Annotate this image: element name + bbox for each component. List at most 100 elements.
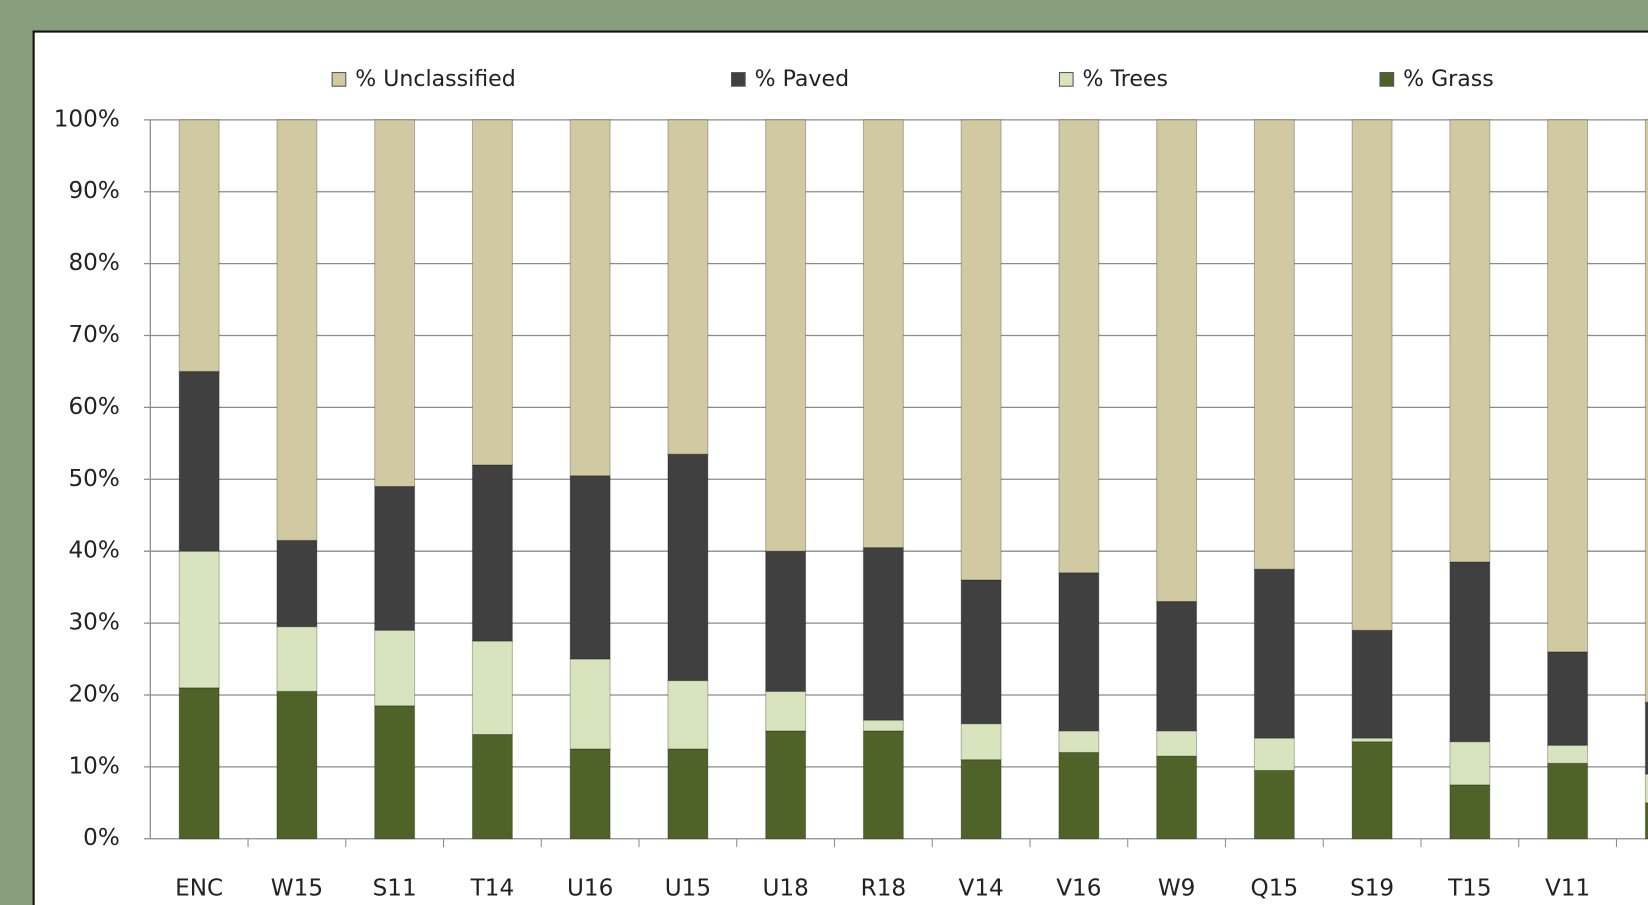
bar-segment [178, 687, 220, 840]
bar-segment [667, 453, 709, 682]
bar-segment [276, 690, 318, 840]
bar-segment [569, 748, 611, 840]
y-tick-label: 40% [68, 538, 119, 564]
bar-segment [1253, 568, 1295, 739]
bar-segment [960, 759, 1002, 840]
bar-segment [1156, 119, 1198, 603]
x-tick-label: U16 [567, 876, 613, 902]
legend-swatch [1058, 72, 1074, 87]
y-tick-label: 50% [68, 466, 119, 492]
bar-segment [1156, 755, 1198, 840]
legend-label: % Grass [1403, 67, 1494, 92]
bar-segment [374, 485, 416, 631]
bar-segment [765, 730, 807, 840]
bar-segment [765, 119, 807, 552]
x-tick-label: S19 [1350, 876, 1394, 902]
bar-segment [1449, 561, 1491, 743]
bar-segment [1156, 730, 1198, 757]
x-tick-label: W15 [271, 876, 323, 902]
y-tick-label: 100% [54, 106, 120, 132]
bar-segment [276, 626, 318, 692]
bar-segment [1058, 572, 1100, 732]
bar-segment [471, 119, 513, 466]
bar-segment [276, 539, 318, 628]
y-tick-label: 60% [68, 394, 119, 420]
y-tick-label: 90% [68, 178, 119, 204]
bar-segment [960, 119, 1002, 581]
bar-segment [862, 719, 904, 732]
bar-segment [862, 730, 904, 840]
bar-segment [569, 119, 611, 477]
bar-segment [178, 370, 220, 552]
x-tick-label: V14 [959, 876, 1004, 902]
bar-segment [765, 550, 807, 692]
bar-segment [667, 119, 709, 455]
legend-swatch [730, 72, 746, 87]
bar-segment [1253, 737, 1295, 771]
bar-segment [1156, 600, 1198, 732]
bar-segment [1351, 119, 1393, 631]
bar-segment [1253, 769, 1295, 840]
bar-segment [569, 658, 611, 750]
bar-segment [374, 705, 416, 840]
bar-segment [1253, 119, 1295, 570]
bar-segment [1547, 744, 1589, 764]
x-tick-label: S11 [373, 876, 417, 902]
x-tick-label: W9 [1158, 876, 1196, 902]
bar-segment [667, 748, 709, 840]
y-tick-label: 10% [68, 753, 119, 779]
chart-area [32, 30, 1648, 905]
bar-segment [862, 547, 904, 721]
bar-segment [569, 475, 611, 660]
bar-segment [178, 119, 220, 372]
bar-segment [1644, 701, 1648, 775]
x-tick-label: Q15 [1251, 876, 1299, 902]
bar-segment [374, 629, 416, 707]
bar-segment [1351, 737, 1393, 743]
bar-segment [1449, 119, 1491, 563]
bar-segment [1351, 741, 1393, 840]
x-tick-label: U15 [665, 876, 711, 902]
bar-segment [471, 464, 513, 642]
x-tick-label: T15 [1447, 876, 1492, 902]
x-tick-label: U18 [762, 876, 808, 902]
y-tick-label: 30% [68, 610, 119, 636]
bar-segment [667, 680, 709, 750]
bar-segment [1644, 773, 1648, 804]
bar-segment [178, 550, 220, 689]
bar-segment [1547, 762, 1589, 840]
bar-segment [1449, 784, 1491, 840]
x-tick-label: T14 [470, 876, 515, 902]
legend-swatch [1379, 72, 1395, 87]
y-tick-label: 20% [68, 681, 119, 707]
legend-swatch [331, 72, 347, 87]
bar-segment [1058, 119, 1100, 574]
bar-segment [765, 690, 807, 732]
bar-segment [1644, 119, 1648, 703]
bar-segment [471, 733, 513, 840]
legend-label: % Unclassified [355, 67, 515, 92]
y-tick-label: 80% [68, 250, 119, 276]
bar-segment [1058, 751, 1100, 840]
bar-segment [471, 640, 513, 736]
bar-segment [1351, 629, 1393, 739]
bar-segment [1547, 119, 1589, 653]
y-tick-label: 70% [68, 322, 119, 348]
x-tick-label: V16 [1056, 876, 1101, 902]
bar-segment [276, 119, 318, 541]
legend-label: % Trees [1083, 67, 1168, 92]
x-tick-label: V11 [1545, 876, 1590, 902]
bar-segment [1058, 730, 1100, 754]
bar-segment [374, 119, 416, 488]
x-tick-label: ENC [175, 876, 223, 902]
legend-label: % Paved [755, 67, 849, 92]
bar-segment [862, 119, 904, 549]
bar-segment [1449, 741, 1491, 786]
bar-segment [1547, 651, 1589, 746]
bar-segment [1644, 802, 1648, 840]
bar-segment [960, 579, 1002, 725]
bar-segment [960, 723, 1002, 761]
y-tick-label: 0% [83, 825, 120, 851]
